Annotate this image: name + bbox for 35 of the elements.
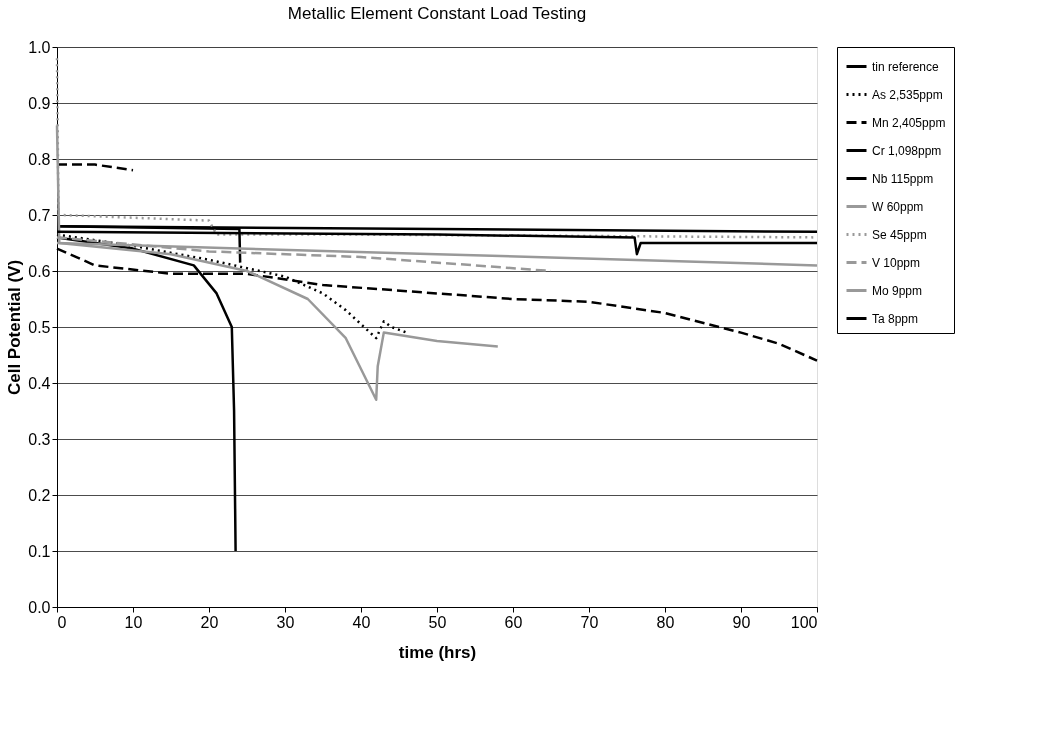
legend-label: V 10ppm — [872, 255, 921, 270]
y-tick-label: 0.7 — [28, 206, 51, 224]
chart-title: Metallic Element Constant Load Testing — [287, 4, 587, 23]
y-tick-label: 0.9 — [28, 94, 51, 112]
legend-label: tin reference — [872, 59, 940, 74]
y-tick-label: 0.2 — [28, 486, 51, 504]
y-tick-label: 0.0 — [28, 598, 51, 616]
y-tick-label: 0.6 — [28, 262, 51, 280]
y-tick-label: 0.8 — [28, 150, 51, 168]
y-tick-label: 1.0 — [28, 38, 51, 56]
y-tick-label: 0.4 — [28, 374, 51, 392]
legend-label: Cr 1,098ppm — [872, 143, 942, 158]
y-axis-title: Cell Potential (V) — [5, 259, 25, 396]
x-axis-title: time (hrs) — [398, 642, 477, 662]
y-tick-label: 0.3 — [28, 430, 51, 448]
x-tick-label: 70 — [580, 613, 599, 631]
legend-label: Mn 2,405ppm — [872, 115, 946, 130]
y-tick-label: 0.5 — [28, 318, 51, 336]
x-tick-label: 20 — [200, 613, 219, 631]
x-tick-label: 80 — [656, 613, 675, 631]
x-tick-label: 30 — [276, 613, 295, 631]
x-tick-label: 90 — [732, 613, 751, 631]
legend-label: Se 45ppm — [872, 227, 927, 242]
legend-label: Ta 8ppm — [872, 311, 919, 326]
legend-label: Mo 9ppm — [872, 283, 923, 298]
legend-label: W 60ppm — [872, 199, 924, 214]
legend-label: As 2,535ppm — [872, 87, 943, 102]
legend-label: Nb 115ppm — [872, 171, 934, 186]
x-tick-label: 40 — [352, 613, 371, 631]
x-tick-label: 10 — [124, 613, 143, 631]
x-tick-label: 0 — [57, 613, 67, 631]
y-tick-label: 0.1 — [28, 542, 51, 560]
x-tick-label: 60 — [504, 613, 523, 631]
x-tick-label: 100 — [790, 613, 818, 631]
x-tick-label: 50 — [428, 613, 447, 631]
